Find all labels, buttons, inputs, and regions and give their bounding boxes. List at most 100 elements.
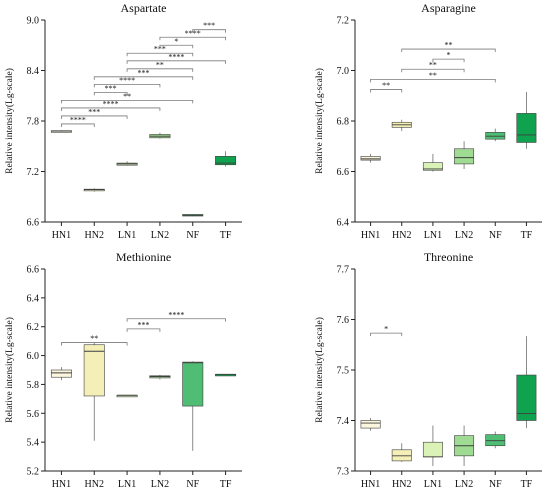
y-tick-label: 6.8: [337, 117, 350, 128]
box-body: [422, 441, 443, 458]
chart-asparagine: Asparagine Relative intensity(Lg-scale) 6.…: [314, 1, 542, 241]
bracket-line: [432, 58, 465, 63]
y-axis-label: Relative intensity(Lg-scale): [314, 317, 325, 423]
box-body: [360, 420, 381, 429]
y-tick-label: 6.4: [27, 293, 40, 304]
significance-label: **: [429, 61, 437, 70]
y-tick-label: 5.4: [27, 438, 40, 449]
significance-bracket: ***: [126, 320, 161, 332]
significance-label: *: [174, 37, 178, 46]
bracket-line: [370, 332, 403, 337]
x-tick-label: LN1: [424, 230, 442, 241]
y-axis-label: Relative intensity(Lg-scale): [4, 68, 15, 174]
significance-bracket: **: [61, 334, 128, 346]
box-hn1: [50, 367, 72, 381]
bracket-line: [159, 36, 226, 41]
significance-bracket: ****: [93, 76, 161, 88]
significance-bracket: ***: [192, 21, 226, 33]
y-tick-label: 7.3: [337, 467, 350, 478]
y-tick-label: 7.8: [27, 117, 40, 128]
y-tick-label: 7.6: [337, 315, 350, 326]
bracket-line: [126, 60, 226, 64]
significance-bracket: **: [401, 41, 496, 53]
bracket-line: [370, 78, 496, 83]
x-tick-label: LN2: [455, 479, 473, 490]
box-tf: [215, 151, 237, 167]
bracket-line: [126, 52, 194, 57]
significance-bracket: ***: [61, 107, 128, 119]
significance-label: ***: [203, 21, 215, 30]
significance-label: ***: [154, 45, 166, 54]
bracket-line: [61, 99, 194, 104]
box-nf: [182, 214, 204, 217]
box-body: [360, 156, 381, 161]
significance-bracket: *: [432, 51, 465, 63]
x-tick-label: HN1: [52, 230, 71, 241]
x-tick-label: HN1: [361, 230, 380, 241]
y-axis-label: Relative intensity(Lg-scale): [314, 68, 325, 174]
box-body: [516, 113, 537, 143]
y-tick-label: 8.4: [27, 66, 40, 77]
significance-label: ****: [119, 76, 135, 85]
box-hn1: [50, 130, 72, 133]
bracket-line: [61, 107, 161, 111]
box-body: [391, 449, 412, 462]
y-tick-label: 7.0: [337, 66, 350, 77]
box-ln1: [116, 161, 138, 166]
significance-bracket: **: [61, 92, 194, 104]
box-ln2: [149, 132, 171, 139]
box-body: [215, 156, 237, 166]
significance-label: **: [382, 81, 390, 90]
y-tick-label: 7.2: [337, 16, 350, 27]
box-ln2: [454, 141, 475, 169]
bracket-line: [61, 342, 128, 346]
significance-bracket: **: [370, 71, 496, 83]
box-hn2: [391, 119, 412, 132]
bracket-line: [401, 48, 496, 53]
chart-title: Aspartate: [121, 1, 167, 15]
significance-label: ****: [103, 99, 119, 108]
chart-methionine: Methionine Relative intensity(Lg-scale) 5.…: [4, 250, 242, 490]
y-tick-label: 6.2: [27, 322, 40, 333]
x-tick-label: HN2: [392, 230, 411, 241]
x-tick-label: HN1: [361, 479, 380, 490]
x-tick-label: HN2: [392, 479, 411, 490]
box-body: [485, 434, 506, 447]
significance-bracket: *: [159, 37, 194, 49]
significance-label: ****: [168, 310, 184, 319]
y-tick-label: 9.0: [27, 16, 40, 27]
significance-bracket: *: [370, 325, 403, 337]
y-tick-label: 7.7: [337, 265, 350, 276]
x-tick-label: TF: [220, 230, 232, 241]
significance-label: **: [123, 92, 131, 101]
x-tick-label: LN1: [118, 230, 136, 241]
significance-bracket: **: [370, 81, 403, 93]
y-tick-label: 5.2: [27, 467, 40, 478]
box-ln1: [422, 153, 443, 172]
bracket-line: [126, 68, 194, 72]
bracket-line: [126, 328, 161, 332]
box-tf: [516, 91, 537, 149]
box-tf: [516, 336, 537, 429]
significance-label: *: [447, 51, 451, 60]
x-tick-label: HN2: [85, 479, 104, 490]
chart-title: Methionine: [116, 250, 171, 264]
significance-bracket: **: [126, 60, 194, 72]
x-tick-label: HN2: [85, 230, 104, 241]
significance-label: **: [90, 334, 98, 343]
significance-bracket: ***: [126, 45, 194, 57]
x-tick-label: TF: [521, 230, 533, 241]
chart-threonine: Threonine Relative intensity(Lg-scale) 7.3…: [314, 250, 542, 490]
significance-label: ****: [168, 52, 184, 61]
bracket-line: [192, 29, 226, 33]
significance-label: ****: [185, 29, 201, 38]
significance-label: **: [445, 41, 453, 50]
chart-aspartate: Aspartate Relative intensity(Lg-scale) 6.6…: [4, 1, 242, 241]
x-tick-label: LN2: [151, 479, 169, 490]
significance-bracket: ****: [126, 310, 226, 322]
box-nf: [182, 361, 204, 451]
box-ln2: [454, 425, 475, 466]
significance-label: **: [429, 71, 437, 80]
chart-title: Asparagine: [421, 1, 476, 15]
